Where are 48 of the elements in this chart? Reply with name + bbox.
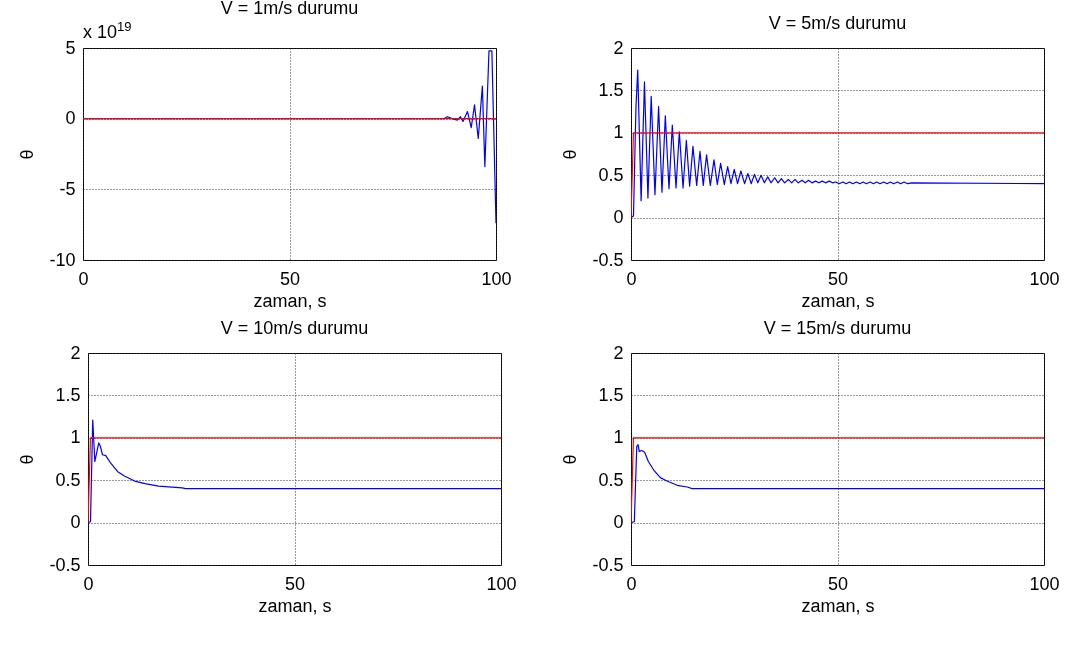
y-tick-label: 2 [613,342,624,363]
y-tick-label: -10 [49,249,76,270]
y-axis-title: θ [560,454,581,465]
x-tick-label: 50 [284,573,306,594]
y-tick-label: 1.5 [55,384,81,405]
y-tick-label: -0.5 [592,249,624,270]
y-tick-label: -0.5 [49,554,81,575]
x-tick-label: 50 [279,268,301,289]
y-tick-label: -0.5 [592,554,624,575]
y-tick-label: 5 [65,37,76,58]
line-series [631,69,1044,219]
y-tick-label: 1.5 [598,79,624,100]
x-axis-title: zaman, s [258,595,332,616]
x-tick-label: 100 [1029,268,1060,289]
chart-title: V = 5m/s durumu [768,13,907,33]
x-tick-label: 100 [486,573,517,594]
x-tick-label: 0 [626,268,637,289]
chart-title: V = 1m/s durumu [220,0,359,18]
x-tick-label: 100 [1029,573,1060,594]
x-tick-label: 0 [83,573,94,594]
y-axis-title: θ [17,454,38,465]
y-tick-label: 1.5 [598,384,624,405]
y-tick-label: 0.5 [598,164,624,185]
x-tick-label: 100 [481,268,512,289]
x-axis-title: zaman, s [801,595,875,616]
y-tick-label: 2 [70,342,81,363]
chart-title: V = 15m/s durumu [763,318,912,338]
y-tick-label: 0 [70,512,81,533]
x-tick-label: 50 [827,268,849,289]
y-tick-label: 0.5 [55,469,81,490]
y-tick-label: 0 [613,207,624,228]
y-axis-title: θ [17,149,38,160]
x-axis-title: zaman, s [253,290,327,311]
y-tick-label: -5 [59,178,76,199]
x-axis-title: zaman, s [801,290,875,311]
x-tick-label: 50 [827,573,849,594]
x-tick-label: 0 [626,573,637,594]
y-tick-label: 0 [613,512,624,533]
y-tick-label: 1 [613,427,624,448]
text: x 10$^{19}$ [83,18,132,42]
y-tick-label: 0.5 [598,469,624,490]
y-axis-title: θ [560,149,581,160]
line-series [88,419,501,524]
chart-title: V = 10m/s durumu [220,318,369,338]
y-tick-label: 2 [613,37,624,58]
y-tick-label: 1 [613,122,624,143]
y-tick-label: 1 [70,427,81,448]
y-tick-label: 0 [65,108,76,129]
